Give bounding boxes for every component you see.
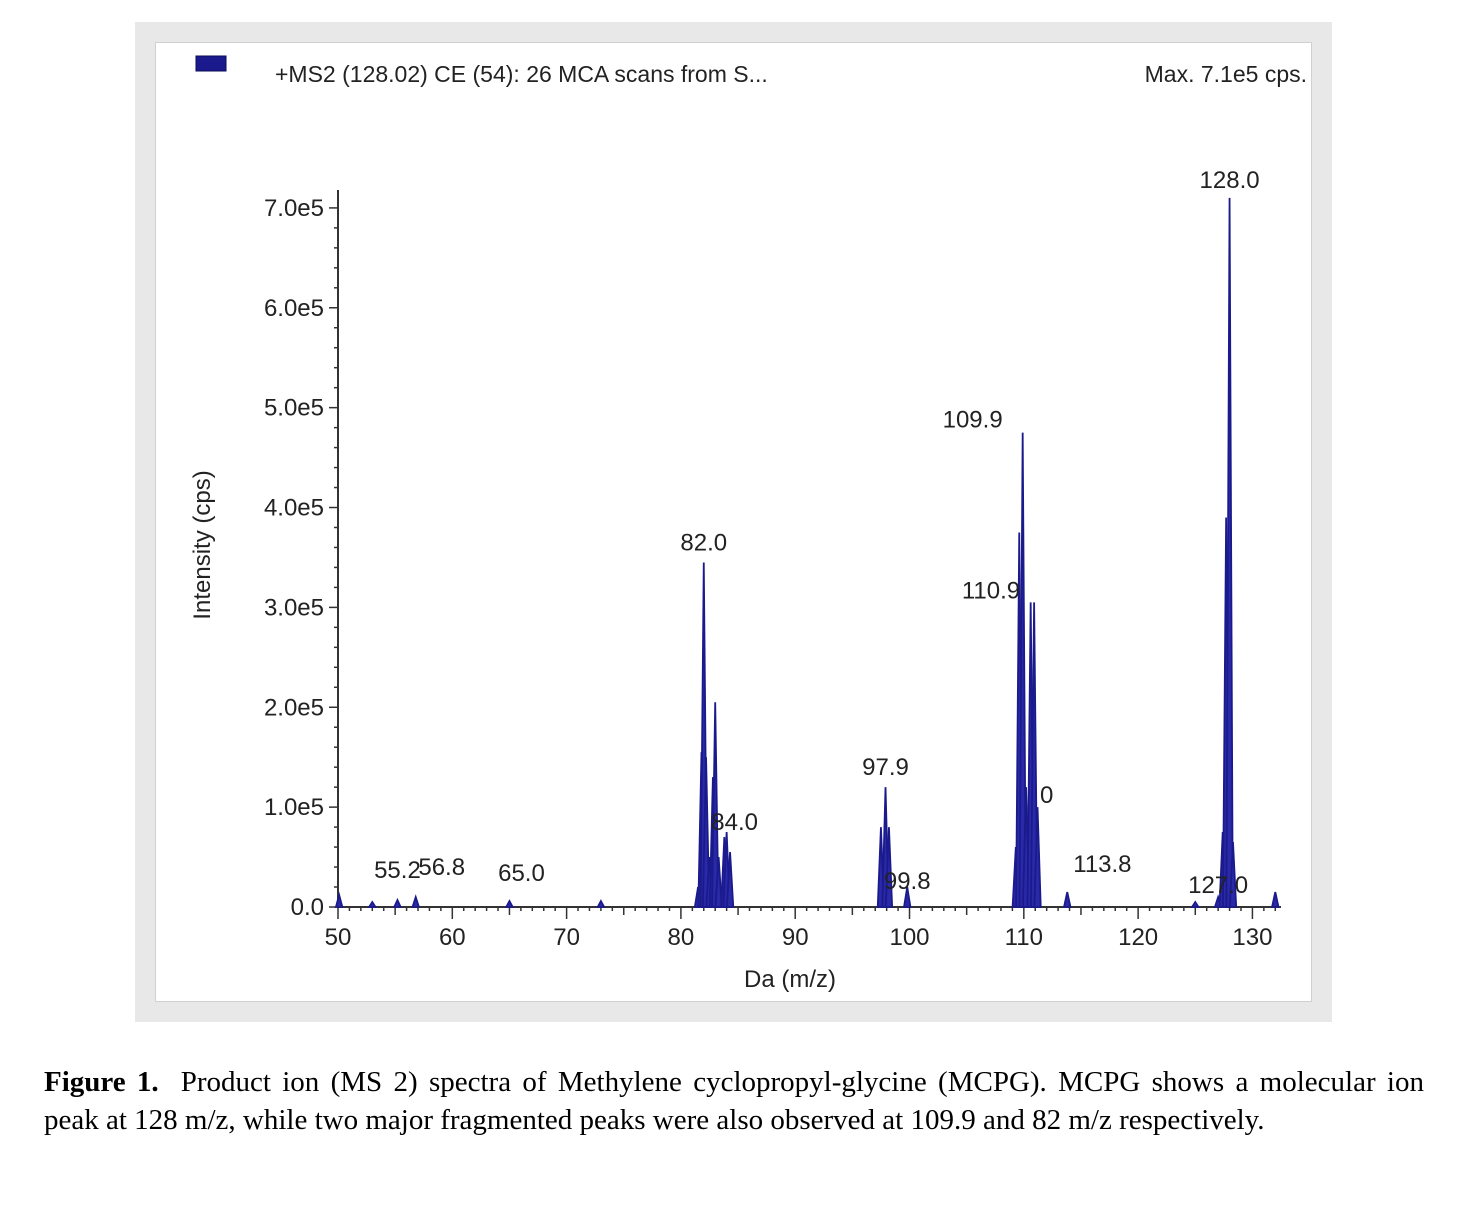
peak-label: 127.0 — [1188, 872, 1248, 899]
peak-bar — [1033, 807, 1042, 908]
caption-label: Figure 1. — [44, 1066, 159, 1098]
y-tick-label: 6.0e5 — [264, 295, 324, 322]
peak-label: 113.8 — [1073, 851, 1131, 878]
max-intensity-label: Max. 7.1e5 cps. — [1145, 61, 1307, 87]
mass-spectrum-chart: +MS2 (128.02) CE (54): 26 MCA scans from… — [189, 55, 1307, 993]
peak-bar — [1062, 891, 1072, 908]
scan-header-label: +MS2 (128.02) CE (54): 26 MCA scans from… — [275, 61, 768, 87]
peaks — [334, 197, 1280, 908]
peak-bar — [1270, 891, 1280, 908]
y-tick-label: 1.0e5 — [264, 794, 324, 821]
x-tick-label: 60 — [439, 924, 466, 951]
y-tick-label: 2.0e5 — [264, 694, 324, 721]
y-tick-label: 4.0e5 — [264, 495, 324, 522]
y-tick-label: 3.0e5 — [264, 594, 324, 621]
x-tick-label: 80 — [668, 924, 695, 951]
peak-bar — [411, 894, 421, 908]
peak-bar — [504, 899, 515, 908]
peak-bar — [902, 886, 912, 908]
peak-bar — [725, 852, 735, 908]
x-axis-label: Da (m/z) — [744, 966, 836, 993]
y-tick-label: 5.0e5 — [264, 395, 324, 422]
x-tick-label: 100 — [889, 924, 929, 951]
figure-caption: Figure 1. Product ion (MS 2) spectra of M… — [44, 1063, 1424, 1139]
peak-label: 84.0 — [711, 809, 758, 836]
y-tick-label: 0.0 — [291, 894, 324, 921]
x-tick-label: 90 — [782, 924, 809, 951]
peak-label: 109.9 — [943, 407, 1003, 434]
peak-label: 82.0 — [680, 529, 727, 556]
peak-bar — [367, 900, 378, 908]
peak-bar — [392, 897, 403, 908]
peak-label: 0 — [1040, 782, 1053, 809]
x-tick-label: 110 — [1005, 924, 1043, 951]
peak-label: 99.8 — [884, 868, 931, 895]
peak-bar — [714, 857, 723, 908]
x-tick-label: 130 — [1232, 924, 1272, 951]
figure-frame — [135, 22, 1332, 1022]
caption-text: Product ion (MS 2) spectra of Methylene … — [44, 1066, 1424, 1136]
legend-swatch — [195, 55, 227, 72]
peak-label: 56.8 — [418, 854, 465, 881]
peak-bar — [1225, 197, 1234, 908]
peak-bar — [1190, 900, 1201, 908]
peak-label: 110.9 — [962, 577, 1020, 604]
y-axis-label: Intensity (cps) — [189, 470, 216, 619]
x-tick-label: 120 — [1118, 924, 1158, 951]
plot-panel — [155, 42, 1312, 1002]
y-tick-label: 7.0e5 — [264, 195, 324, 222]
peak-bar — [1228, 842, 1238, 908]
axes: 50 60 70 80 90 100 110 120 130 0.0 1.0e5 2.0e5 3.0e5… — [264, 190, 1281, 951]
peak-label: 97.9 — [862, 754, 909, 781]
peak-label: 128.0 — [1200, 167, 1260, 194]
peak-label: 65.0 — [498, 860, 545, 887]
peak-label: 55.2 — [374, 857, 421, 884]
peak-bar — [334, 891, 344, 908]
peak-labels: 55.256.8 65.0 82.0 84.0 97.9 99.8 109.9 110.9 0 1… — [374, 167, 1260, 899]
peak-bar — [884, 827, 894, 908]
x-tick-label: 70 — [553, 924, 580, 951]
peak-bar — [596, 899, 606, 908]
x-tick-label: 50 — [325, 924, 352, 951]
